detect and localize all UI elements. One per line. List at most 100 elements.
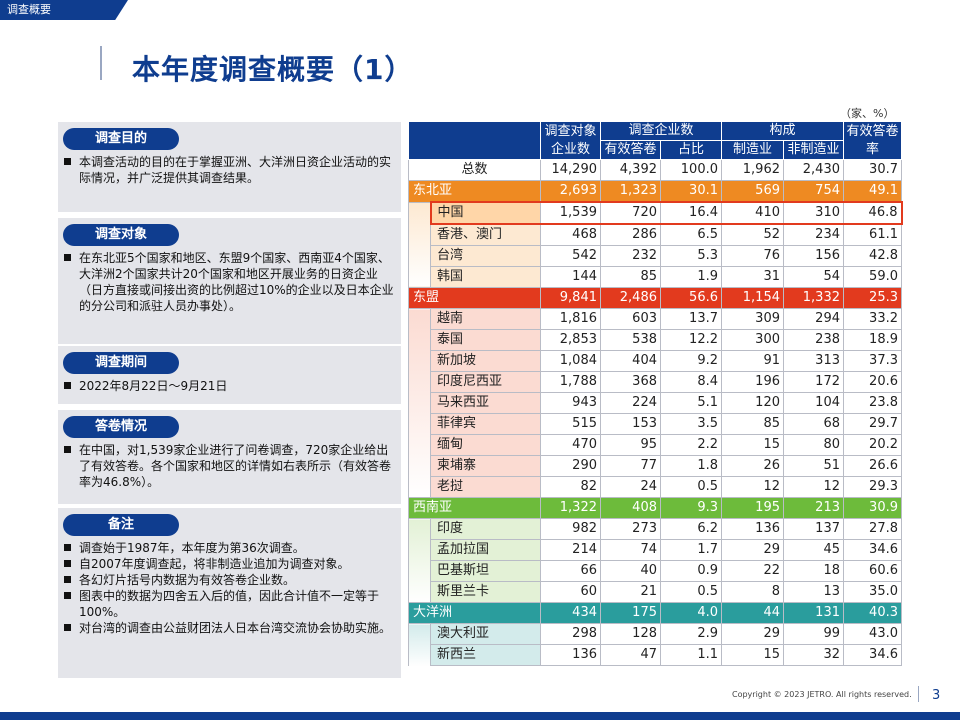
country-value: 34.6 — [843, 644, 902, 666]
total-value: 100.0 — [660, 159, 722, 181]
country-value: 294 — [783, 308, 844, 330]
country-value: 1.7 — [660, 539, 722, 561]
country-value: 51 — [783, 455, 844, 477]
total-value: 30.7 — [843, 159, 902, 181]
table-row: 香港、澳门 468 286 6.5 52 234 61.1 — [409, 223, 902, 246]
total-value: 14,290 — [540, 159, 601, 181]
country-value: 77 — [600, 455, 661, 477]
country-value: 136 — [540, 644, 601, 666]
country-value: 18.9 — [843, 329, 902, 351]
region-value: 1,154 — [721, 287, 784, 309]
region-value: 25.3 — [843, 287, 902, 309]
bullet-text: 调查始于1987年，本年度为第36次调查。 — [79, 541, 305, 555]
country-value: 60.6 — [843, 560, 902, 582]
country-value: 12.2 — [660, 329, 722, 351]
country-value: 80 — [783, 434, 844, 456]
country-value: 12 — [721, 476, 784, 498]
table-row: 新西兰 136 47 1.1 15 32 34.6 — [409, 644, 902, 666]
bullet-text: 自2007年度调查起，将非制造业追加为调查对象。 — [79, 557, 350, 571]
country-value: 368 — [600, 371, 661, 393]
country-value: 156 — [783, 245, 844, 267]
header-valid: 有效答卷 — [600, 140, 661, 160]
country-value: 59.0 — [843, 266, 902, 288]
country-value: 20.6 — [843, 371, 902, 393]
table-row: 印度 982 273 6.2 136 137 27.8 — [408, 518, 902, 603]
unit-note: （家、%） — [840, 107, 895, 120]
table-row: 老挝 82 24 0.5 12 12 29.3 — [409, 476, 902, 498]
bullet-text: 在中国，对1,539家企业进行了问卷调查，720家企业给出了有效答卷。各个国家和… — [79, 443, 392, 489]
bullet-text: 对台湾的调查由公益财团法人日本台湾交流协会协助实施。 — [79, 621, 392, 635]
country-value: 603 — [600, 308, 661, 330]
purpose-label: 调查目的 — [63, 128, 179, 150]
country-value: 1,084 — [540, 350, 601, 372]
country-value: 300 — [721, 329, 784, 351]
country-value: 46.8 — [843, 201, 903, 225]
country-value: 1,539 — [540, 201, 601, 225]
header-nonmfg: 非制造业 — [783, 140, 844, 160]
country-value: 470 — [540, 434, 601, 456]
country-name: 印度尼西亚 — [430, 371, 541, 393]
country-value: 943 — [540, 392, 601, 414]
bullet-item: 调查始于1987年，本年度为第36次调查。 — [64, 540, 395, 556]
country-value: 74 — [600, 539, 661, 561]
country-value: 234 — [783, 223, 844, 246]
country-value: 82 — [540, 476, 601, 498]
bullet-item: 本调查活动的目的在于掌握亚洲、大洋洲日资企业活动的实际情况，并广泛提供其调查结果… — [64, 154, 395, 186]
header-targets: 调查对象企业数 — [540, 121, 601, 160]
country-value: 298 — [540, 623, 601, 645]
country-value: 42.8 — [843, 245, 902, 267]
country-value: 214 — [540, 539, 601, 561]
bullet-square-icon — [64, 560, 71, 567]
country-value: 29.3 — [843, 476, 902, 498]
header-share: 占比 — [660, 140, 722, 160]
region-value: 434 — [540, 602, 601, 624]
period-body: 2022年8月22日～9月21日 — [64, 378, 395, 394]
country-value: 13 — [783, 581, 844, 603]
country-value: 95 — [600, 434, 661, 456]
country-value: 15 — [721, 434, 784, 456]
purpose-box: 调查目的 本调查活动的目的在于掌握亚洲、大洋洲日资企业活动的实际情况，并广泛提供… — [58, 122, 401, 212]
country-value: 37.3 — [843, 350, 902, 372]
bullet-item: 在中国，对1,539家企业进行了问卷调查，720家企业给出了有效答卷。各个国家和… — [64, 442, 395, 490]
country-value: 172 — [783, 371, 844, 393]
period-box: 调查期间 2022年8月22日～9月21日 — [58, 346, 401, 404]
region-strip — [408, 623, 431, 666]
country-name: 孟加拉国 — [430, 539, 541, 561]
country-value: 0.5 — [660, 581, 722, 603]
region-value: 4.0 — [660, 602, 722, 624]
bullet-item: 自2007年度调查起，将非制造业追加为调查对象。 — [64, 556, 395, 572]
country-name: 缅甸 — [430, 434, 541, 456]
country-value: 137 — [783, 518, 844, 540]
country-value: 27.8 — [843, 518, 902, 540]
country-value: 29.7 — [843, 413, 902, 435]
target-body: 在东北亚5个国家和地区、东盟9个国家、西南亚4个国家、大洋洲2个国家共计20个国… — [64, 250, 395, 314]
table-row-region: 东北亚 2,693 1,323 30.1 569 754 49.1 — [408, 180, 902, 203]
country-value: 40 — [600, 560, 661, 582]
country-value: 144 — [540, 266, 601, 288]
country-value: 31 — [721, 266, 784, 288]
page-number: 3 — [932, 688, 941, 703]
country-value: 85 — [721, 413, 784, 435]
country-value: 13.7 — [660, 308, 722, 330]
country-value: 273 — [600, 518, 661, 540]
region-value: 1,332 — [783, 287, 844, 309]
country-name: 巴基斯坦 — [430, 560, 541, 582]
region-value: 2,693 — [540, 180, 601, 203]
answers-body: 在中国，对1,539家企业进行了问卷调查，720家企业给出了有效答卷。各个国家和… — [64, 442, 395, 490]
country-name: 老挝 — [430, 476, 541, 498]
region-value: 131 — [783, 602, 844, 624]
country-name: 马来西亚 — [430, 392, 541, 414]
country-value: 29 — [721, 539, 784, 561]
country-value: 99 — [783, 623, 844, 645]
bullet-square-icon — [64, 254, 71, 261]
country-value: 5.1 — [660, 392, 722, 414]
country-value: 1.9 — [660, 266, 722, 288]
country-value: 20.2 — [843, 434, 902, 456]
country-value: 1,788 — [540, 371, 601, 393]
country-name: 菲律宾 — [430, 413, 541, 435]
country-value: 0.9 — [660, 560, 722, 582]
table-row: 菲律宾 515 153 3.5 85 68 29.7 — [409, 413, 902, 435]
answers-box: 答卷情况 在中国，对1,539家企业进行了问卷调查，720家企业给出了有效答卷。… — [58, 410, 401, 504]
header-surveyed: 调查企业数 — [600, 121, 722, 141]
region-value: 1,322 — [540, 497, 601, 519]
